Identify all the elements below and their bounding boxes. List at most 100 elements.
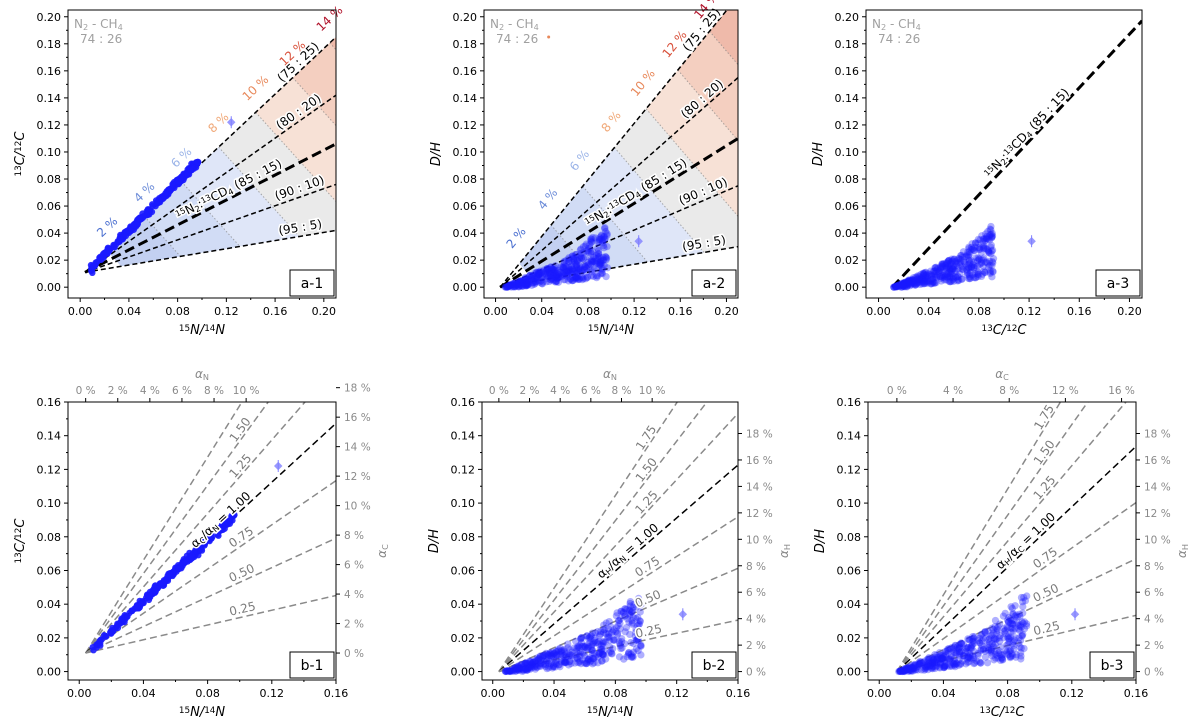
data-point [1009, 638, 1017, 646]
data-point [509, 667, 517, 675]
data-point [892, 282, 900, 290]
data-point [928, 279, 937, 288]
data-point [988, 232, 997, 240]
data-point [599, 256, 607, 264]
data-point [979, 645, 988, 653]
data-point [581, 262, 589, 271]
data-point [1008, 640, 1017, 648]
data-point [606, 643, 614, 651]
y-tick-label: 0.14 [453, 92, 478, 105]
data-point [909, 661, 917, 669]
data-point [915, 276, 923, 284]
data-point [941, 658, 949, 666]
data-point [923, 277, 931, 285]
data-point [576, 252, 584, 260]
data-point [996, 656, 1005, 665]
data-point [588, 646, 596, 654]
data-point [987, 226, 995, 234]
data-point [944, 257, 952, 266]
data-point [936, 264, 945, 272]
data-point [525, 657, 534, 666]
data-point [599, 241, 608, 250]
data-point [550, 650, 558, 658]
data-point [912, 281, 920, 289]
y-tick-label: 0.04 [837, 598, 862, 611]
data-point [588, 266, 596, 274]
data-point [553, 271, 561, 280]
data-point [587, 235, 596, 243]
y-tick-label: 0.02 [37, 254, 62, 267]
data-point [510, 282, 518, 291]
data-point [929, 656, 938, 664]
data-point [942, 647, 950, 656]
data-point [548, 664, 557, 672]
enrichment-boundary [645, 108, 738, 218]
data-point [907, 662, 915, 670]
data-point [527, 663, 535, 671]
enrichment-label: 4 % [535, 186, 560, 213]
data-point [943, 270, 951, 278]
data-point [544, 271, 552, 279]
y-tick-label: 0.12 [835, 119, 860, 132]
mixing-line [499, 137, 738, 289]
data-point [940, 276, 949, 284]
data-point [945, 267, 953, 275]
data-point [913, 279, 921, 288]
data-point [916, 275, 925, 284]
data-point [983, 245, 991, 253]
data-point [175, 565, 182, 573]
data-point [513, 664, 522, 672]
data-point [951, 262, 959, 271]
data-point [950, 645, 958, 654]
data-point [930, 270, 939, 278]
plot-area [895, 402, 1136, 676]
x-tick-label: 0.00 [67, 687, 92, 700]
data-point [981, 628, 989, 636]
data-point [942, 259, 950, 267]
data-point [205, 534, 212, 541]
data-point [936, 660, 944, 668]
enrichment-label: 14 % [314, 3, 346, 34]
data-point [596, 261, 605, 270]
data-point [595, 649, 603, 658]
plot-area [499, 10, 738, 291]
data-point [943, 259, 952, 268]
data-point [608, 628, 617, 636]
data-point [982, 258, 990, 266]
data-point [921, 279, 929, 287]
data-point [551, 659, 560, 667]
data-point [928, 659, 937, 668]
y-tick-label: 0.00 [37, 666, 62, 679]
data-point [519, 665, 527, 674]
mixing-line [84, 94, 336, 273]
data-point [917, 658, 925, 666]
data-point [965, 248, 973, 256]
data-point [1008, 650, 1016, 658]
data-point [985, 635, 993, 644]
data-point [966, 654, 974, 662]
right-tick-label: 10 % [1144, 534, 1171, 546]
data-point [904, 663, 912, 672]
data-point [970, 263, 978, 272]
outlier-point [1070, 608, 1080, 621]
data-point [920, 279, 929, 288]
data-point [627, 653, 636, 661]
data-point [574, 644, 582, 652]
data-point [574, 273, 582, 281]
data-point [522, 282, 530, 290]
data-point [929, 278, 937, 286]
data-point [629, 648, 638, 656]
gas-ratio: 74 : 26 [496, 32, 538, 46]
data-point [1015, 610, 1024, 618]
data-point [632, 636, 641, 644]
data-point [584, 655, 592, 664]
data-point [967, 264, 976, 272]
data-point [1005, 634, 1013, 643]
data-point [950, 661, 959, 669]
data-point [565, 658, 573, 666]
gas-ratio: 74 : 26 [878, 32, 920, 46]
data-point [900, 667, 908, 675]
data-point [553, 274, 561, 283]
data-point [610, 635, 618, 644]
